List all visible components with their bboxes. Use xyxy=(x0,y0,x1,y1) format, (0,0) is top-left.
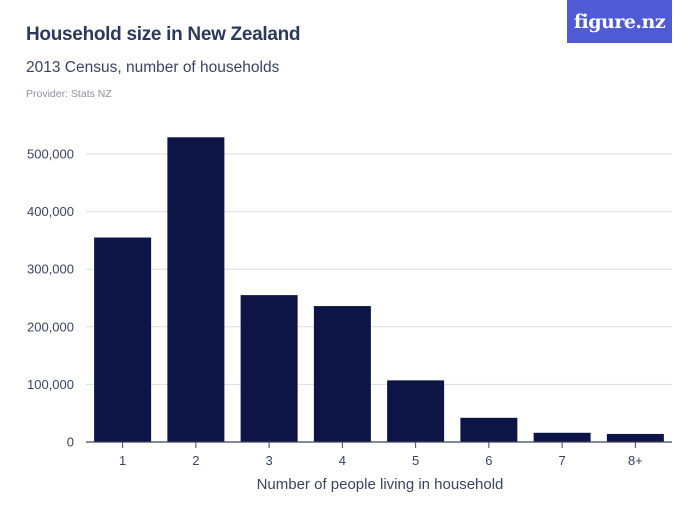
data-provider: Provider: Stats NZ xyxy=(26,88,112,100)
x-tick-label: 3 xyxy=(266,453,273,468)
y-tick-label: 400,000 xyxy=(27,204,74,219)
y-tick-label: 0 xyxy=(67,435,74,450)
figure-nz-logo[interactable]: figure.nz xyxy=(567,0,672,43)
x-tick-label: 1 xyxy=(119,453,126,468)
chart-title: Household size in New Zealand xyxy=(26,24,301,45)
bar-2[interactable] xyxy=(167,137,225,442)
x-tick-label: 5 xyxy=(412,453,419,468)
x-tick-label: 7 xyxy=(559,453,566,468)
y-tick-label: 100,000 xyxy=(27,377,74,392)
bar-7[interactable] xyxy=(533,432,591,442)
x-axis-title: Number of people living in household xyxy=(257,476,504,493)
bar-3[interactable] xyxy=(240,295,298,442)
y-tick-label: 200,000 xyxy=(27,319,74,334)
x-tick-label: 4 xyxy=(339,453,346,468)
y-tick-label: 500,000 xyxy=(27,147,74,162)
bar-4[interactable] xyxy=(313,306,371,442)
x-tick-label: 6 xyxy=(485,453,492,468)
x-tick-label: 8+ xyxy=(628,453,643,468)
bar-1[interactable] xyxy=(94,237,152,442)
bar-8plus[interactable] xyxy=(606,433,664,442)
y-tick-label: 300,000 xyxy=(27,262,74,277)
logo-text: figure.nz xyxy=(573,10,666,33)
chart-subtitle: 2013 Census, number of households xyxy=(26,59,280,76)
x-tick-label: 2 xyxy=(192,453,199,468)
bar-5[interactable] xyxy=(387,380,445,442)
bar-6[interactable] xyxy=(460,417,518,442)
